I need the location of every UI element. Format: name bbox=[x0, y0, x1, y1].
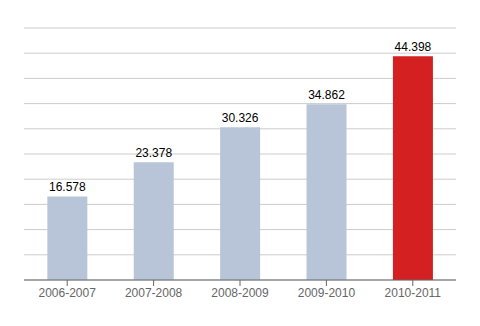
svg-text:2009-2010: 2009-2010 bbox=[298, 286, 356, 300]
svg-text:2010-2011: 2010-2011 bbox=[385, 286, 442, 300]
svg-text:2006-2007: 2006-2007 bbox=[39, 286, 97, 300]
svg-text:2007-2008: 2007-2008 bbox=[125, 286, 183, 300]
svg-text:30.326: 30.326 bbox=[222, 111, 259, 125]
svg-text:34.862: 34.862 bbox=[308, 88, 345, 102]
svg-text:23.378: 23.378 bbox=[135, 146, 172, 160]
svg-text:44.398: 44.398 bbox=[395, 40, 432, 54]
svg-text:16.578: 16.578 bbox=[49, 180, 86, 194]
svg-text:2008-2009: 2008-2009 bbox=[211, 286, 269, 300]
